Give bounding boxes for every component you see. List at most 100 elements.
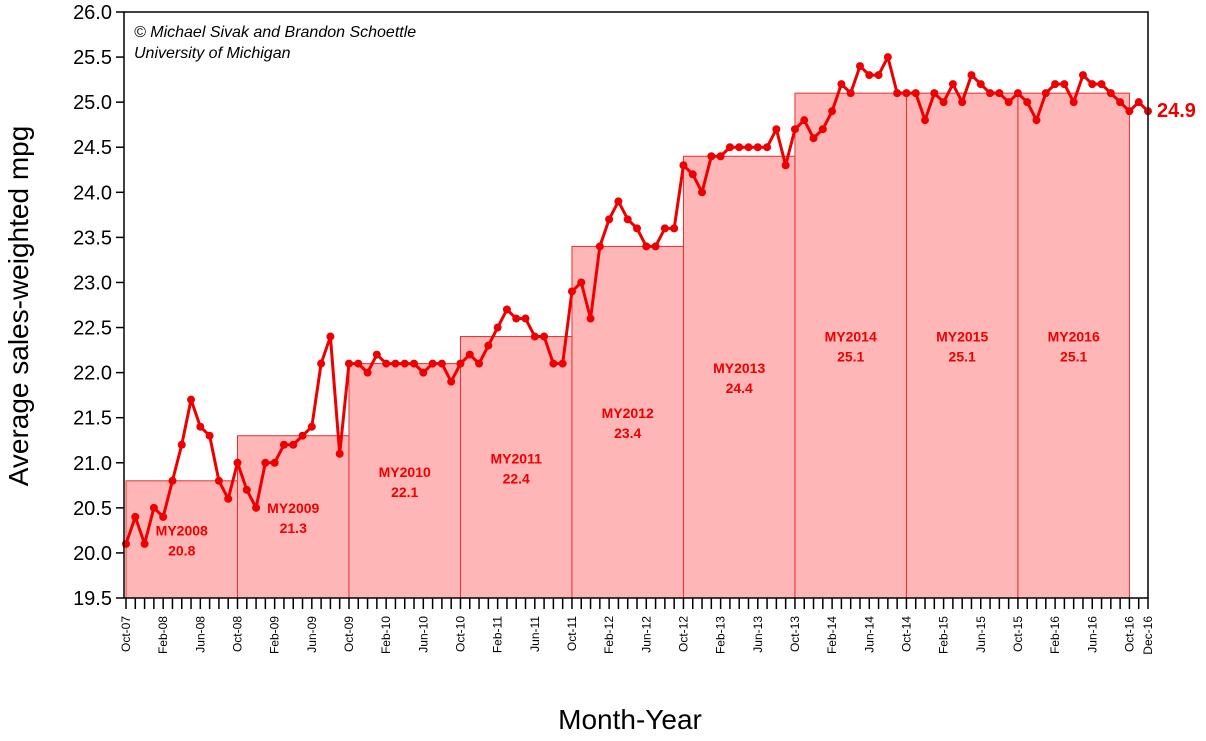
series-point <box>502 305 511 314</box>
x-tick-label: Dec-16 <box>1141 616 1155 655</box>
series-point <box>335 449 344 458</box>
series-point <box>874 71 883 80</box>
model-year-name: MY2012 <box>602 405 654 421</box>
x-tick-label: Feb-14 <box>825 616 839 654</box>
x-tick-label: Oct-10 <box>453 616 467 652</box>
series-point <box>140 539 149 548</box>
series-point <box>279 440 288 449</box>
series-point <box>595 242 604 251</box>
x-tick-label: Feb-10 <box>379 616 393 654</box>
series-point <box>735 143 744 152</box>
series-point <box>428 359 437 368</box>
series-point <box>1069 98 1078 107</box>
series-point <box>558 359 567 368</box>
credit-line-2: University of Michigan <box>134 45 291 62</box>
x-tick-label: Oct-12 <box>676 616 690 652</box>
x-tick-label: Oct-11 <box>565 616 579 651</box>
y-tick-label: 22.5 <box>73 318 112 340</box>
y-tick-label: 23.0 <box>73 272 112 294</box>
model-year-name: MY2014 <box>825 329 877 345</box>
series-point <box>958 98 967 107</box>
series-point <box>1134 98 1143 107</box>
series-point <box>159 512 168 521</box>
y-axis-title: Average sales-weighted mpg <box>3 126 34 487</box>
series-point <box>883 53 892 62</box>
series-point <box>930 89 939 98</box>
series-point <box>149 503 158 512</box>
series-point <box>605 215 614 224</box>
y-tick-label: 20.0 <box>73 543 112 565</box>
model-year-name: MY2013 <box>713 360 765 376</box>
series-point <box>567 287 576 296</box>
series-point <box>1078 71 1087 80</box>
y-tick-label: 20.5 <box>73 498 112 520</box>
x-axis-title: Month-Year <box>558 704 702 735</box>
series-point <box>252 503 261 512</box>
series-point <box>893 89 902 98</box>
model-year-value: 24.4 <box>726 380 753 396</box>
plot-frame <box>123 11 1149 599</box>
model-year-name: MY2011 <box>491 450 543 466</box>
series-point <box>865 71 874 80</box>
series-point <box>670 224 679 233</box>
series-point <box>633 224 641 233</box>
series-point <box>410 359 419 368</box>
series-point <box>233 458 242 467</box>
x-tick-label: Feb-11 <box>491 616 505 653</box>
x-tick-label: Jun-12 <box>639 616 653 653</box>
series-point <box>475 359 484 368</box>
x-tick-label: Jun-10 <box>416 616 430 653</box>
model-year-name: MY2016 <box>1048 329 1100 345</box>
model-year-value: 21.3 <box>280 520 307 536</box>
y-tick-label: 21.5 <box>73 408 112 430</box>
series-point <box>242 485 251 494</box>
series-point <box>577 278 586 287</box>
model-year-name: MY2010 <box>379 464 431 480</box>
series-point <box>986 89 995 98</box>
series-point <box>809 134 818 143</box>
series-point <box>1116 98 1125 107</box>
series-point <box>902 89 911 98</box>
y-tick-label: 19.5 <box>73 588 112 610</box>
model-year-name: MY2015 <box>936 329 988 345</box>
model-year-bar <box>794 92 907 599</box>
series-point <box>261 458 270 467</box>
series-point <box>372 350 381 359</box>
series-point <box>651 242 660 251</box>
axes: 19.5 20.0 20.5 21.0 21.5 22.0 22.5 23.0 23.5 24.0… <box>73 2 1155 655</box>
x-tick-label: Oct-13 <box>788 616 802 652</box>
x-tick-label: Jun-15 <box>974 616 988 653</box>
series-point <box>419 368 428 377</box>
model-year-bar <box>459 336 573 599</box>
series-point <box>1106 89 1115 98</box>
x-tick-label: Jun-11 <box>528 616 542 652</box>
series-point <box>781 161 790 170</box>
series-point <box>317 359 326 368</box>
x-tick-label: Feb-13 <box>714 616 728 654</box>
model-year-value: 25.1 <box>949 349 976 365</box>
series-point <box>177 440 186 449</box>
series-point <box>614 197 623 206</box>
series-point <box>344 359 353 368</box>
x-tick-label: Oct-14 <box>899 616 913 652</box>
series-point <box>967 71 976 80</box>
x-tick-label: Jun-16 <box>1085 616 1099 653</box>
series-point <box>549 359 558 368</box>
y-tick-label: 24.5 <box>73 137 112 159</box>
series-point <box>205 431 214 440</box>
series-point <box>484 341 493 350</box>
series-point <box>707 152 716 161</box>
model-year-bar <box>682 155 796 599</box>
model-year-bar <box>571 245 684 599</box>
series-point <box>995 89 1004 98</box>
model-year-value: 23.4 <box>614 425 641 441</box>
x-tick-label: Jun-08 <box>193 616 207 653</box>
x-tick-label: Oct-09 <box>342 616 356 652</box>
model-year-value: 20.8 <box>168 542 195 558</box>
series-point <box>855 62 864 71</box>
model-year-value: 25.1 <box>1060 349 1087 365</box>
series-point <box>1041 89 1050 98</box>
series-point <box>837 80 846 89</box>
x-tick-label: Jun-09 <box>305 616 319 653</box>
